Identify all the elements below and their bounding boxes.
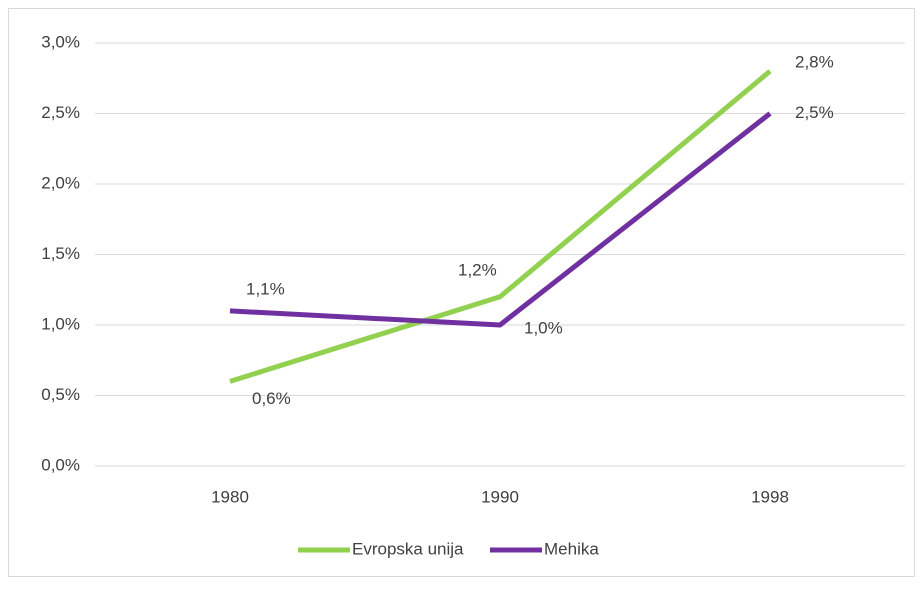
y-tick-label: 3,0% (41, 32, 80, 51)
data-label: 1,2% (458, 260, 497, 279)
y-tick-label: 1,0% (41, 314, 80, 333)
data-label: 2,5% (795, 103, 834, 122)
x-tick-label: 1980 (211, 487, 249, 506)
data-label: 0,6% (252, 389, 291, 408)
y-tick-label: 1,5% (41, 244, 80, 263)
chart-border (8, 8, 915, 577)
series-line (229, 69, 772, 384)
x-tick-label: 1990 (481, 487, 519, 506)
data-label: 1,1% (246, 279, 285, 298)
legend-label: Evropska unija (352, 539, 464, 558)
y-tick-label: 2,5% (41, 103, 80, 122)
series-line (229, 111, 772, 328)
data-label: 1,0% (524, 318, 563, 337)
x-tick-label: 1998 (751, 487, 789, 506)
y-tick-label: 0,5% (41, 385, 80, 404)
data-label: 2,8% (795, 53, 834, 72)
y-tick-label: 2,0% (41, 173, 80, 192)
y-tick-label: 0,0% (41, 455, 80, 474)
legend-label: Mehika (544, 539, 599, 558)
